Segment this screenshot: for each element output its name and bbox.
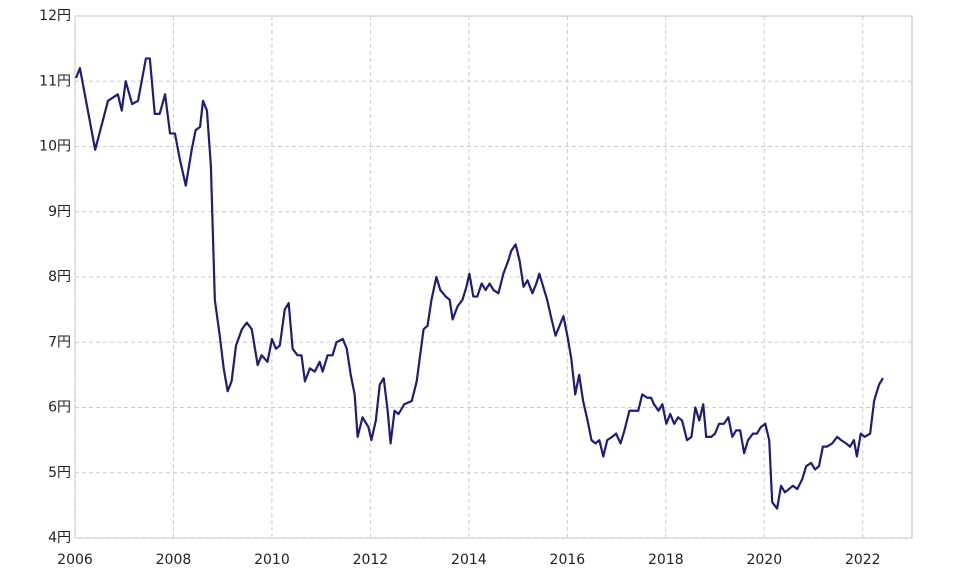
x-tick-label: 2012 [353, 552, 389, 568]
y-tick-label: 5円 [48, 465, 71, 481]
x-tick-label: 2006 [57, 552, 93, 568]
x-tick-label: 2016 [550, 552, 586, 568]
x-tick-label: 2022 [845, 552, 881, 568]
x-tick-label: 2010 [254, 552, 290, 568]
y-tick-label: 6円 [48, 400, 71, 416]
y-tick-label: 7円 [48, 334, 71, 350]
x-tick-label: 2020 [746, 552, 782, 568]
x-tick-label: 2008 [156, 552, 192, 568]
y-tick-label: 8円 [48, 269, 71, 285]
plot-area [74, 15, 913, 539]
y-tick-label: 4円 [48, 530, 71, 546]
data-line [74, 57, 884, 510]
y-tick-label: 11円 [39, 73, 71, 89]
x-tick-label: 2014 [451, 552, 487, 568]
y-tick-label: 9円 [48, 204, 71, 220]
y-tick-label: 12円 [39, 8, 71, 24]
x-tick-label: 2018 [648, 552, 684, 568]
y-tick-label: 10円 [39, 139, 71, 155]
